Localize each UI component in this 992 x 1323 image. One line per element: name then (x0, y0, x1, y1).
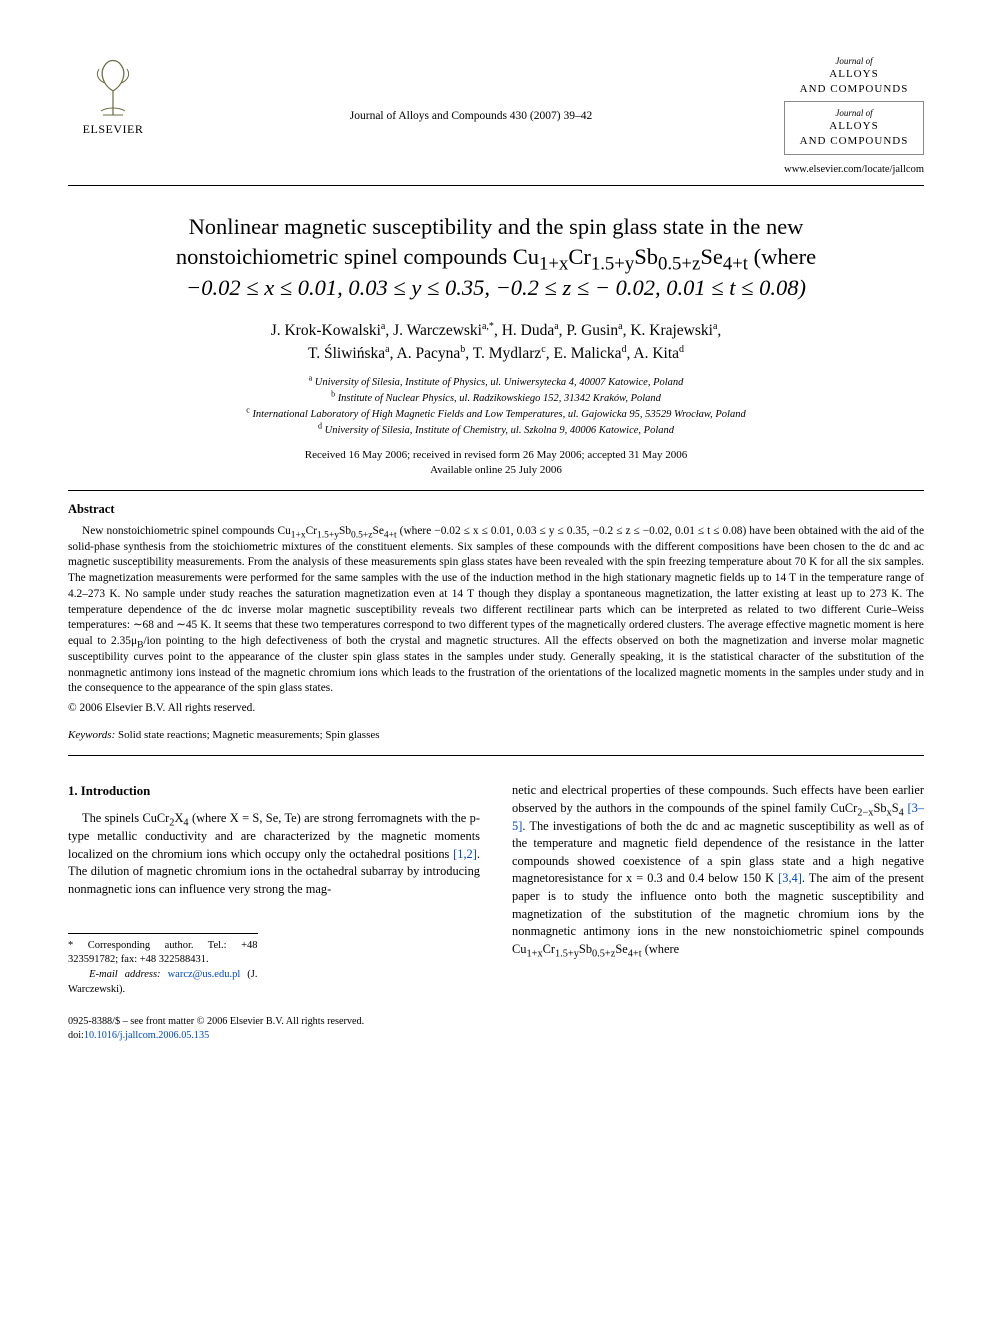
abstract-bottom-rule (68, 755, 924, 756)
publisher-logo-block: ELSEVIER (68, 55, 158, 137)
abstract-body: New nonstoichiometric spinel compounds C… (68, 524, 924, 697)
abstract-top-rule (68, 490, 924, 491)
abstract-copyright: © 2006 Elsevier B.V. All rights reserved… (68, 701, 924, 716)
page-footer: 0925-8388/$ – see front matter © 2006 El… (68, 1015, 480, 1043)
corresponding-author-footnote: * Corresponding author. Tel.: +48 323591… (68, 933, 258, 998)
author-list: J. Krok-Kowalskia, J. Warczewskia,*, H. … (68, 319, 924, 366)
journal-citation: Journal of Alloys and Compounds 430 (200… (158, 55, 784, 125)
journal-brand-big2: AND COMPOUNDS (784, 82, 924, 97)
keywords-line: Keywords: Solid state reactions; Magneti… (68, 728, 924, 743)
header-rule (68, 185, 924, 186)
locate-url[interactable]: www.elsevier.com/locate/jallcom (68, 163, 924, 177)
intro-paragraph-left: The spinels CuCr2X4 (where X = S, Se, Te… (68, 810, 480, 898)
email-link[interactable]: warcz@us.edu.pl (168, 969, 241, 980)
journal-brand-block: Journal of ALLOYS AND COMPOUNDS Journal … (784, 55, 924, 155)
section-heading-intro: 1. Introduction (68, 782, 480, 800)
ref-link[interactable]: [3,4] (778, 871, 802, 885)
journal-brand-small: Journal of (784, 55, 924, 67)
two-column-body: 1. Introduction The spinels CuCr2X4 (whe… (68, 782, 924, 1042)
article-dates: Received 16 May 2006; received in revise… (68, 448, 924, 478)
intro-paragraph-right: netic and electrical properties of these… (512, 782, 924, 958)
doi-link[interactable]: 10.1016/j.jallcom.2006.05.135 (84, 1030, 209, 1041)
publisher-name: ELSEVIER (83, 121, 144, 137)
journal-brand-box: Journal of ALLOYS AND COMPOUNDS (784, 101, 924, 155)
elsevier-tree-icon (81, 55, 145, 119)
ref-link[interactable]: [1,2] (453, 847, 477, 861)
left-column: 1. Introduction The spinels CuCr2X4 (whe… (68, 782, 480, 1042)
page-header: ELSEVIER Journal of Alloys and Compounds… (68, 55, 924, 155)
affiliations: a University of Silesia, Institute of Ph… (68, 375, 924, 438)
abstract-heading: Abstract (68, 501, 924, 518)
journal-brand-big1: ALLOYS (784, 67, 924, 82)
right-column: netic and electrical properties of these… (512, 782, 924, 1042)
article-title: Nonlinear magnetic susceptibility and th… (88, 212, 904, 303)
